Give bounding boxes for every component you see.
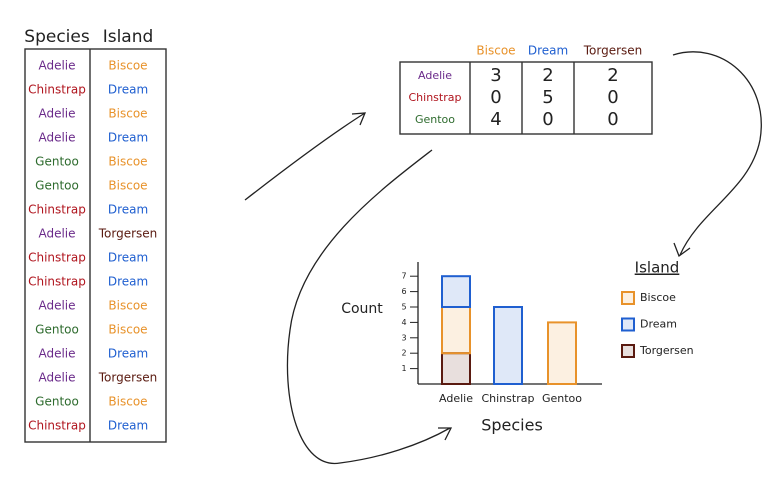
crosstab-cell: 0 xyxy=(542,109,553,130)
island-cell: Biscoe xyxy=(108,59,147,73)
species-cell: Gentoo xyxy=(35,323,79,337)
y-tick-label: 3 xyxy=(401,333,406,342)
island-cell: Biscoe xyxy=(108,107,147,121)
table-header: Island xyxy=(103,27,154,47)
y-tick-label: 2 xyxy=(401,349,406,358)
crosstab-cell: 5 xyxy=(542,87,553,108)
species-cell: Chinstrap xyxy=(28,203,86,217)
crosstab-frame xyxy=(399,61,653,135)
island-cell: Dream xyxy=(108,347,148,361)
x-tick-label: Gentoo xyxy=(542,392,582,405)
legend-swatch xyxy=(621,317,635,332)
species-cell: Adelie xyxy=(38,131,75,145)
species-cell: Chinstrap xyxy=(28,83,86,97)
y-tick-label: 5 xyxy=(401,303,406,312)
island-cell: Dream xyxy=(108,275,148,289)
crosstab-cell: 2 xyxy=(607,65,618,86)
y-tick-label: 6 xyxy=(401,287,406,296)
crosstab-column: Torgersen xyxy=(583,44,643,58)
island-cell: Torgersen xyxy=(98,371,158,385)
crosstab-column: Dream xyxy=(528,44,568,58)
species-cell: Gentoo xyxy=(35,395,79,409)
crosstab-row: Adelie xyxy=(418,69,452,82)
raw-table-frame xyxy=(24,48,167,443)
bar-segment xyxy=(441,306,471,355)
bar-segment xyxy=(441,275,471,309)
species-cell: Chinstrap xyxy=(28,275,86,289)
legend-label: Torgersen xyxy=(639,344,694,357)
bar-segment xyxy=(493,306,523,385)
species-cell: Chinstrap xyxy=(28,419,86,433)
species-cell: Adelie xyxy=(38,371,75,385)
y-axis-label: Count xyxy=(341,301,383,317)
legend-title: Island xyxy=(635,259,680,277)
table-header: Species xyxy=(24,27,90,47)
x-tick-label: Adelie xyxy=(439,392,473,405)
species-cell: Adelie xyxy=(38,227,75,241)
x-tick-label: Chinstrap xyxy=(482,392,535,405)
island-cell: Dream xyxy=(108,83,148,97)
generated: Adelie Biscoe Chinstrap Dream Adelie Biscoe Ad… xyxy=(28,44,694,433)
y-tick-label: 4 xyxy=(401,318,406,327)
crosstab-row: Gentoo xyxy=(415,113,455,126)
island-cell: Biscoe xyxy=(108,179,147,193)
island-cell: Biscoe xyxy=(108,395,147,409)
species-cell: Adelie xyxy=(38,347,75,361)
crosstab-row: Chinstrap xyxy=(409,91,462,104)
crosstab-column: Biscoe xyxy=(476,44,515,58)
island-cell: Dream xyxy=(108,419,148,433)
y-tick-label: 7 xyxy=(401,272,406,281)
crosstab-cell: 0 xyxy=(607,109,618,130)
y-tick-label: 1 xyxy=(401,364,406,373)
island-cell: Biscoe xyxy=(108,323,147,337)
island-cell: Dream xyxy=(108,203,148,217)
crosstab-cell: 0 xyxy=(490,87,501,108)
species-cell: Adelie xyxy=(38,59,75,73)
legend-label: Biscoe xyxy=(640,291,676,304)
bar-segment xyxy=(547,321,577,385)
island-cell: Biscoe xyxy=(108,299,147,313)
island-cell: Dream xyxy=(108,131,148,145)
crosstab-cell: 0 xyxy=(607,87,618,108)
x-axis-label: Species xyxy=(481,416,543,435)
species-cell: Adelie xyxy=(38,107,75,121)
crosstab-cell: 3 xyxy=(490,65,501,86)
bar-segment xyxy=(441,352,471,386)
legend-label: Dream xyxy=(640,318,677,331)
island-cell: Biscoe xyxy=(108,155,147,169)
species-cell: Gentoo xyxy=(35,179,79,193)
arrows xyxy=(244,51,762,464)
legend-swatch xyxy=(621,291,635,305)
island-cell: Dream xyxy=(108,251,148,265)
species-cell: Chinstrap xyxy=(28,251,86,265)
crosstab-cell: 2 xyxy=(542,65,553,86)
island-cell: Torgersen xyxy=(98,227,158,241)
crosstab-cell: 4 xyxy=(490,109,501,130)
species-cell: Gentoo xyxy=(35,155,79,169)
species-cell: Adelie xyxy=(38,299,75,313)
legend-swatch xyxy=(621,344,635,358)
